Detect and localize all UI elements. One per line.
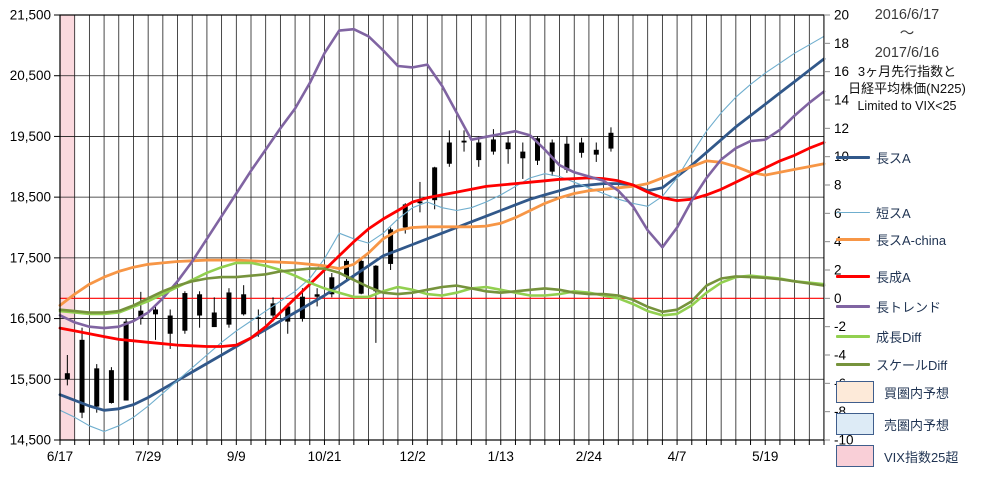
legend-label: 長トレンド	[876, 300, 942, 315]
svg-text:4/7: 4/7	[668, 449, 687, 464]
series-line-長スA-china	[58, 159, 826, 307]
chart-title-panel: 2016/6/17 ～ 2017/6/16 3ヶ月先行指数と 日経平均株価(N2…	[832, 6, 982, 114]
legend-label: 売圏内予想	[884, 417, 950, 433]
candlestick-series-n225	[64, 127, 614, 419]
legend-label: 成長Diff	[876, 330, 922, 345]
svg-text:10/21: 10/21	[308, 449, 342, 464]
vix-swatch-icon	[836, 445, 874, 467]
legend-label: 長スA-china	[876, 233, 947, 248]
svg-text:12/2: 12/2	[399, 449, 425, 464]
chart-subtitle-line1: 3ヶ月先行指数と	[857, 64, 957, 79]
svg-text:6/17: 6/17	[47, 449, 73, 464]
right-axis-labels: 20181614121086420-2-4-6-8-10	[824, 8, 854, 448]
legend-item-cho-trend: 長トレンド	[836, 297, 982, 316]
svg-text:16: 16	[834, 64, 849, 79]
line-swatch-icon	[836, 305, 870, 308]
svg-text:-4: -4	[834, 348, 846, 363]
legend-item-tan-su-a: 短スA	[836, 203, 982, 222]
svg-text:14,500: 14,500	[10, 433, 51, 448]
legend-item-buy-zone-forecast: 買圏内予想	[836, 381, 982, 403]
svg-text:0: 0	[834, 291, 842, 306]
sell-zone-swatch-icon	[836, 413, 874, 435]
svg-text:17,500: 17,500	[10, 250, 51, 265]
date-range-tilde: ～	[899, 26, 915, 42]
svg-text:9/9: 9/9	[227, 449, 246, 464]
chart-subtitle-condition: Limited to VIX<25	[857, 99, 957, 113]
left-axis-labels: 21,500 20,500 19,500 18,500 17,500 16,500 15,5…	[10, 8, 60, 448]
date-range-end: 2017/6/16	[874, 45, 940, 61]
legend-item-scale-diff: スケールDiff	[836, 355, 982, 374]
line-swatch-icon	[836, 363, 870, 366]
svg-text:16,500: 16,500	[10, 311, 51, 326]
svg-text:21,500: 21,500	[10, 8, 51, 23]
svg-text:7/29: 7/29	[135, 449, 161, 464]
series-line-長成A	[58, 141, 826, 348]
line-swatch-icon	[836, 275, 870, 278]
vix-over-25-band	[60, 15, 75, 440]
svg-text:8: 8	[834, 178, 842, 193]
legend-item-seicho-diff: 成長Diff	[836, 327, 982, 346]
svg-text:2/24: 2/24	[576, 449, 603, 464]
legend-label: VIX指数25超	[884, 449, 959, 465]
series-line-短スA	[59, 35, 825, 433]
line-swatch-icon	[836, 212, 870, 213]
chart-subtitle-line2: 日経平均株価(N225)	[848, 81, 966, 96]
gridlines	[60, 15, 824, 440]
svg-text:-10: -10	[834, 433, 854, 448]
date-range-start: 2016/6/17	[874, 7, 940, 23]
series-line-スケールDiff	[58, 267, 826, 314]
legend-label: 買圏内予想	[884, 385, 950, 401]
legend-item-cho-su-a: 長スA	[836, 148, 982, 167]
svg-text:5/19: 5/19	[752, 449, 778, 464]
legend-item-cho-su-a-china: 長スA-china	[836, 230, 982, 249]
legend-label: スケールDiff	[876, 358, 948, 373]
svg-text:19,500: 19,500	[10, 129, 51, 144]
line-swatch-icon	[836, 335, 870, 338]
svg-text:1/13: 1/13	[488, 449, 514, 464]
x-axis-labels: 6/17 7/29 9/9 10/21 12/2 1/13 2/24 4/7 5/19	[47, 440, 825, 464]
legend-label: 長スA	[876, 151, 911, 166]
legend-label: 長成A	[876, 270, 911, 285]
svg-text:6: 6	[834, 206, 842, 221]
svg-text:18,500: 18,500	[10, 190, 51, 205]
svg-text:18: 18	[834, 36, 849, 51]
svg-text:20: 20	[834, 8, 849, 23]
svg-text:14: 14	[834, 93, 850, 108]
legend-item-cho-sei-a: 長成A	[836, 267, 982, 286]
legend-item-sell-zone-forecast: 売圏内予想	[836, 413, 982, 435]
svg-text:2: 2	[834, 263, 842, 278]
svg-text:15,500: 15,500	[10, 372, 51, 387]
line-swatch-icon	[836, 238, 870, 241]
svg-text:-2: -2	[834, 319, 846, 334]
svg-text:4: 4	[834, 234, 842, 249]
svg-text:20,500: 20,500	[10, 68, 51, 83]
legend-label: 短スA	[876, 206, 911, 221]
legend-item-vix-over-25: VIX指数25超	[836, 445, 982, 467]
buy-zone-swatch-icon	[836, 381, 874, 403]
line-swatch-icon	[836, 156, 870, 159]
series-line-長スA	[58, 57, 826, 412]
svg-text:12: 12	[834, 121, 849, 136]
series-line-長トレンド	[58, 27, 826, 330]
